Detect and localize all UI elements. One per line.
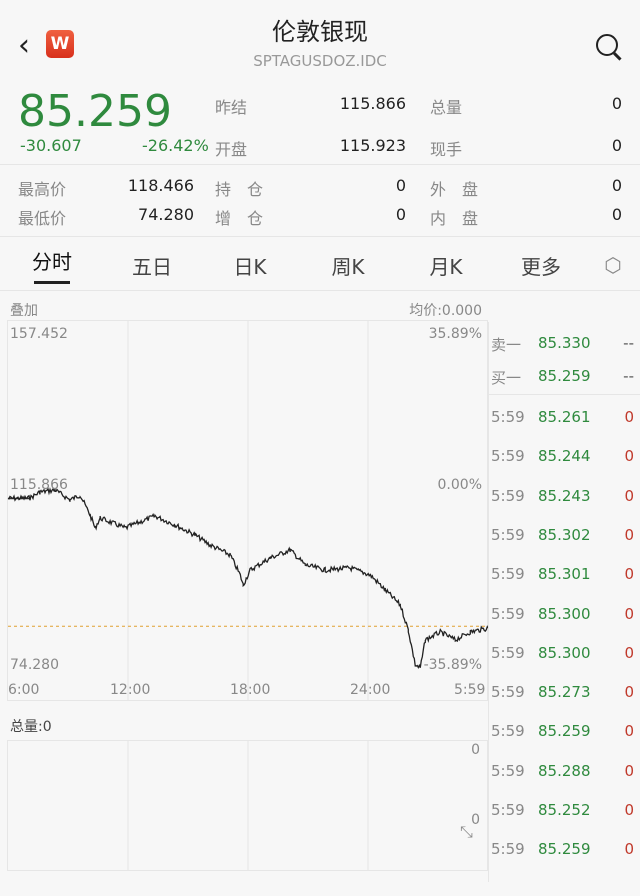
change-pct: -26.42%	[142, 136, 209, 155]
stat-label: 现手	[430, 140, 463, 159]
trade-volume: 0	[624, 761, 634, 780]
y-max-pct: 35.89%	[428, 326, 482, 342]
trade-price: 85.243	[538, 486, 591, 505]
trade-price: 85.300	[538, 604, 591, 623]
trade-price: 85.261	[538, 408, 591, 426]
stat-label: 昨结	[215, 98, 248, 117]
stat-label: 增 仓	[215, 209, 264, 228]
trade-time: 5:59	[491, 643, 525, 662]
ask-label: 卖一	[491, 336, 522, 354]
trade-volume: 0	[624, 447, 634, 466]
x-tick: 18:00	[230, 682, 271, 698]
x-tick: 6:00	[8, 682, 40, 698]
trade-price: 85.288	[538, 761, 591, 780]
bid-price: 85.259	[538, 367, 591, 385]
order-book: 卖一 85.330 -- 买一 85.259 -- 5:59 85.261 0 5…	[488, 322, 640, 882]
instrument-code: SPTAGUSDOZ.IDC	[253, 52, 387, 70]
trade-price: 85.301	[538, 565, 591, 584]
page-title: 伦敦银现	[272, 18, 368, 46]
stat-label: 外 盘	[430, 180, 479, 199]
stat-label: 持 仓	[215, 180, 264, 199]
volume-mid: 0	[471, 812, 480, 828]
y-min-label: 74.280	[10, 657, 59, 673]
y-ref-pct: 0.00%	[437, 477, 482, 493]
trade-volume: 0	[624, 604, 634, 623]
change: -30.607	[20, 136, 82, 155]
trade-time: 5:59	[491, 408, 525, 426]
tab-intraday[interactable]: 分时	[0, 246, 104, 284]
y-min-pct: -35.89%	[423, 657, 482, 673]
stat-value: 115.923	[339, 136, 406, 155]
x-tick: 12:00	[110, 682, 151, 698]
trade-volume: 0	[624, 486, 634, 505]
tab-5day[interactable]: 五日	[132, 254, 172, 279]
intraday-chart	[7, 320, 489, 871]
tab-more[interactable]: 更多	[521, 254, 561, 279]
expand-icon[interactable]: ⤡	[460, 822, 473, 841]
volume-max: 0	[471, 742, 480, 758]
ask-volume: --	[623, 334, 634, 352]
x-tick: 5:59	[454, 682, 486, 698]
trade-volume: 0	[624, 643, 634, 662]
overlay-button[interactable]: 叠加	[10, 303, 38, 319]
trade-price: 85.300	[538, 643, 591, 662]
trade-volume: 0	[624, 801, 634, 819]
trade-time: 5:59	[491, 565, 525, 584]
stat-label: 总量	[430, 98, 463, 117]
stat-label: 最低价	[18, 209, 67, 228]
trade-volume: 0	[624, 683, 634, 702]
price-line	[7, 487, 489, 669]
tab-daily-k[interactable]: 日K	[233, 254, 267, 279]
tab-weekly-k[interactable]: 周K	[331, 254, 365, 279]
trade-price: 85.244	[538, 447, 591, 466]
avg-price: 均价:0.000	[409, 303, 482, 319]
trade-volume: 0	[624, 840, 634, 859]
trade-time: 5:59	[491, 486, 525, 505]
last-price: 85.259	[18, 86, 172, 137]
stat-value: 115.866	[339, 94, 406, 113]
stat-value: 0	[395, 205, 406, 224]
settings-icon[interactable]: ⬡	[604, 253, 622, 277]
trade-time: 5:59	[491, 525, 525, 544]
trade-time: 5:59	[491, 840, 525, 859]
stat-label: 最高价	[18, 180, 67, 199]
bid-volume: --	[623, 367, 634, 385]
bid-label: 买一	[491, 369, 522, 387]
ask-price: 85.330	[538, 334, 591, 352]
trade-volume: 0	[624, 722, 634, 741]
stat-value: 0	[611, 205, 622, 224]
chart-tabs: 分时 五日 日K 周K 月K 更多 ⬡	[0, 240, 640, 290]
tab-monthly-k[interactable]: 月K	[429, 254, 463, 279]
trade-price: 85.273	[538, 683, 591, 702]
trade-volume: 0	[624, 565, 634, 584]
stat-label: 开盘	[215, 140, 248, 159]
x-tick: 24:00	[350, 682, 391, 698]
trade-time: 5:59	[491, 722, 525, 741]
trade-price: 85.252	[538, 801, 591, 819]
trade-price: 85.259	[538, 840, 591, 859]
trade-price: 85.302	[538, 525, 591, 544]
stat-value: 0	[395, 176, 406, 195]
back-button[interactable]: ‹	[18, 28, 30, 63]
volume-label: 总量:0	[10, 719, 52, 735]
y-ref-label: 115.866	[10, 477, 68, 493]
trade-volume: 0	[624, 408, 634, 426]
app-logo: W	[46, 30, 74, 58]
stat-value: 0	[611, 94, 622, 113]
trade-time: 5:59	[491, 447, 525, 466]
y-max-label: 157.452	[10, 326, 68, 342]
trade-price: 85.259	[538, 722, 591, 741]
trade-time: 5:59	[491, 683, 525, 702]
stat-value: 0	[611, 136, 622, 155]
stat-label: 内 盘	[430, 209, 479, 228]
trade-volume: 0	[624, 525, 634, 544]
trade-time: 5:59	[491, 761, 525, 780]
stat-value: 118.466	[127, 176, 194, 195]
stat-value: 0	[611, 176, 622, 195]
search-icon[interactable]	[596, 34, 618, 56]
trade-time: 5:59	[491, 801, 525, 819]
trade-time: 5:59	[491, 604, 525, 623]
stat-value: 74.280	[138, 205, 194, 224]
